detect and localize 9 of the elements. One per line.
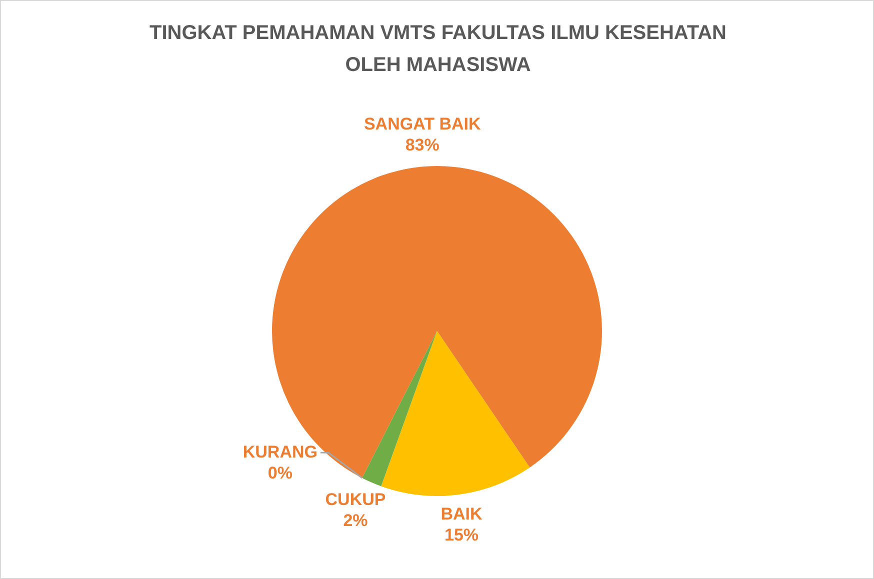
slice-label: SANGAT BAIK	[364, 114, 482, 134]
text: 0%	[268, 463, 292, 482]
data-label: 2%	[343, 511, 368, 530]
data-label: 15%	[444, 526, 479, 545]
category-label: KURANG	[242, 442, 318, 462]
slice-label: BAIK	[440, 504, 484, 524]
data-label: 83%	[405, 136, 440, 155]
slice-label: CUKUP	[325, 490, 386, 510]
chart-title: TINGKAT PEMAHAMAN VMTS FAKULTAS ILMU KESEHATAN OLEH MAHASISWA	[148, 21, 728, 78]
